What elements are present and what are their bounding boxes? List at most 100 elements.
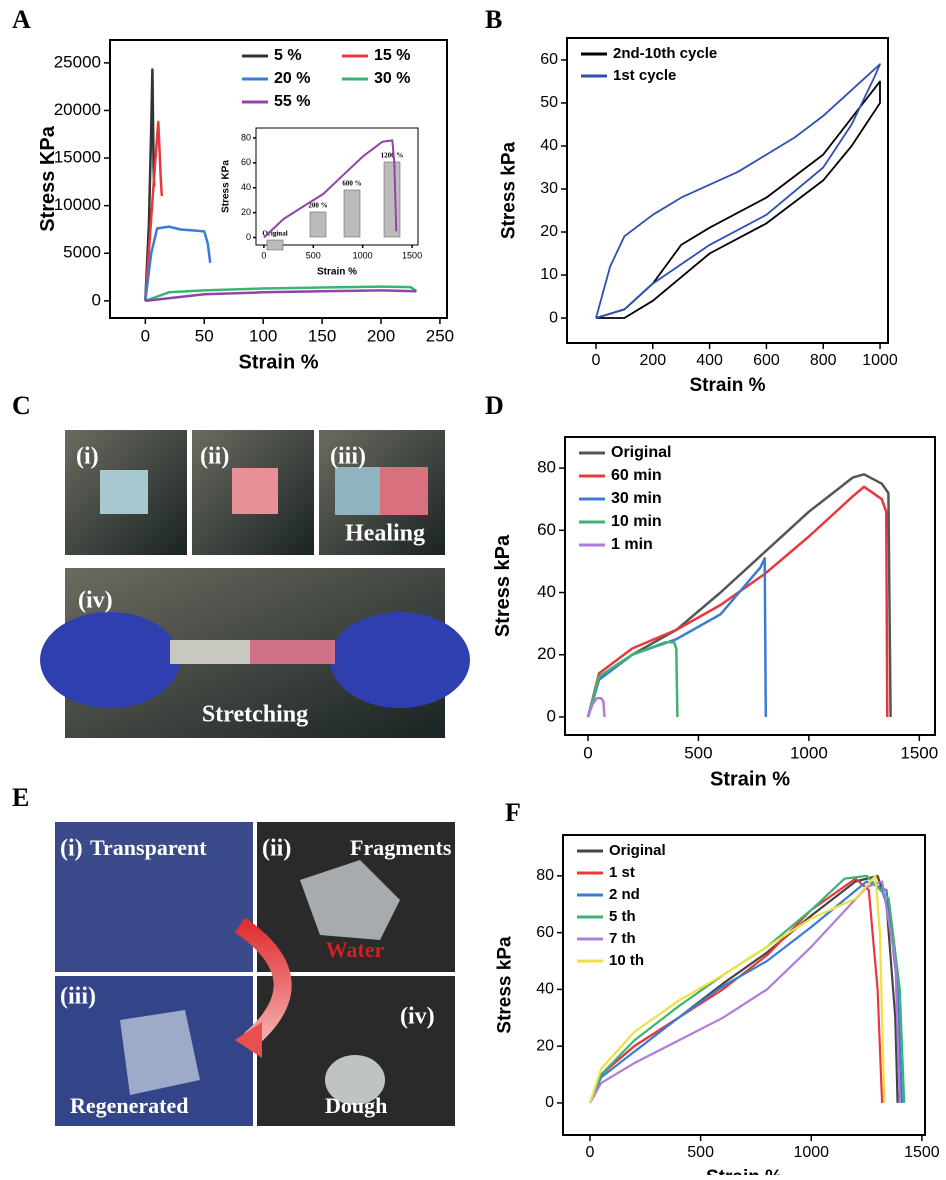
series-line [586, 485, 889, 718]
x-axis-label: Strain % [317, 267, 357, 278]
x-axis-label: Strain % [238, 351, 318, 373]
photo-label: (i) [60, 836, 83, 862]
y-tick-label: 0 [545, 1094, 554, 1111]
x-tick-label: 250 [426, 326, 454, 345]
photo-caption: Healing [345, 521, 425, 547]
y-axis-label: Stress KPa [37, 125, 59, 231]
legend-label: 2 nd [609, 886, 640, 903]
x-tick-label: 0 [586, 1144, 595, 1161]
x-axis-label: Strain % [706, 1167, 782, 1175]
x-tick-label: 200 [367, 326, 395, 345]
annotation: 1200 % [381, 152, 404, 160]
series-line [588, 880, 904, 1104]
legend-label: Original [611, 444, 671, 461]
photo-panel-c: (i) (ii) (iii) Healing (iv) Stretching [40, 430, 470, 738]
glove [330, 612, 470, 708]
x-tick-label: 1500 [904, 1144, 940, 1161]
dough [325, 1055, 385, 1105]
legend-label: 30 min [611, 490, 662, 507]
y-axis-label: Stress kPa [498, 141, 519, 239]
legend-label: 2nd-10th cycle [613, 45, 717, 62]
x-tick-label: 800 [810, 352, 837, 369]
x-tick-label: 0 [141, 326, 150, 345]
x-axis-label: Strain % [689, 375, 765, 396]
series-line [595, 80, 881, 319]
annotation: 200 % [308, 202, 327, 210]
photo [55, 822, 253, 972]
series-line [586, 557, 768, 718]
y-tick-label: 40 [536, 981, 554, 998]
legend-label: 5 % [274, 47, 302, 64]
legend-label: 5 th [609, 908, 636, 925]
x-tick-label: 500 [687, 1144, 714, 1161]
x-tick-label: 200 [639, 352, 666, 369]
sample [232, 468, 278, 514]
x-tick-label: 1500 [402, 250, 422, 260]
legend-label: 10 min [611, 513, 662, 530]
x-tick-label: 500 [306, 250, 321, 260]
y-tick-label: 80 [537, 458, 556, 477]
x-tick-label: 0 [592, 352, 601, 369]
annotation: 600 % [342, 180, 361, 188]
sample [250, 640, 335, 664]
y-tick-label: 20 [537, 644, 556, 663]
sample [380, 467, 428, 515]
series-line [588, 874, 886, 1104]
legend-label: 1st cycle [613, 67, 676, 84]
sample-photo [266, 239, 284, 251]
photo-caption: Regenerated [70, 1093, 189, 1118]
sample [335, 467, 380, 515]
photo-label: (iii) [330, 444, 366, 470]
x-tick-label: 600 [753, 352, 780, 369]
legend-label: 10 th [609, 952, 644, 969]
arrow-head [235, 1022, 262, 1058]
plot-frame [566, 37, 889, 344]
sample [170, 640, 250, 664]
y-tick-label: 40 [241, 182, 251, 192]
panel-label: C [12, 391, 31, 420]
y-tick-label: 40 [537, 582, 556, 601]
film [120, 1010, 200, 1095]
y-tick-label: 60 [536, 924, 554, 941]
plot-frame [109, 39, 448, 319]
series-line [144, 225, 212, 302]
y-tick-label: 0 [547, 706, 556, 725]
y-tick-label: 30 [540, 180, 558, 197]
y-tick-label: 25000 [54, 52, 101, 71]
y-tick-label: 20 [540, 223, 558, 240]
panel-label: A [12, 5, 31, 34]
x-tick-label: 100 [249, 326, 277, 345]
series-line [144, 120, 164, 301]
series-line [144, 285, 418, 303]
legend-label: 30 % [374, 70, 410, 87]
photo-label: (iii) [60, 984, 96, 1010]
legend-label: 55 % [274, 93, 310, 110]
plot-frame [562, 834, 926, 1136]
sample-photo [343, 189, 361, 238]
y-tick-label: 40 [540, 137, 558, 154]
x-tick-label: 150 [308, 326, 336, 345]
x-tick-label: 1000 [790, 743, 828, 762]
arrow-label: Water [326, 937, 385, 962]
y-axis-label: Stress kPa [494, 936, 515, 1034]
x-tick-label: 50 [195, 326, 214, 345]
y-tick-label: 10000 [54, 195, 101, 214]
photo-caption: Fragments [350, 835, 452, 860]
photo-label: (ii) [200, 444, 229, 470]
x-tick-label: 1000 [862, 352, 898, 369]
y-axis-label: Stress KPa [221, 160, 232, 213]
legend-label: Original [609, 842, 666, 859]
photo-label: (ii) [262, 836, 291, 862]
photo-panel-e: (i) Transparent (ii) Fragments (iii) (iv… [55, 822, 455, 1126]
y-axis-label: Stress kPa [492, 534, 514, 637]
panel-label: F [505, 798, 521, 827]
legend-label: 15 % [374, 47, 410, 64]
y-tick-label: 0 [246, 232, 251, 242]
y-tick-label: 0 [92, 290, 101, 309]
y-tick-label: 10 [540, 266, 558, 283]
x-tick-label: 0 [261, 250, 266, 260]
y-tick-label: 50 [540, 94, 558, 111]
series-line [589, 880, 901, 1104]
x-axis-label: Strain % [710, 768, 790, 790]
